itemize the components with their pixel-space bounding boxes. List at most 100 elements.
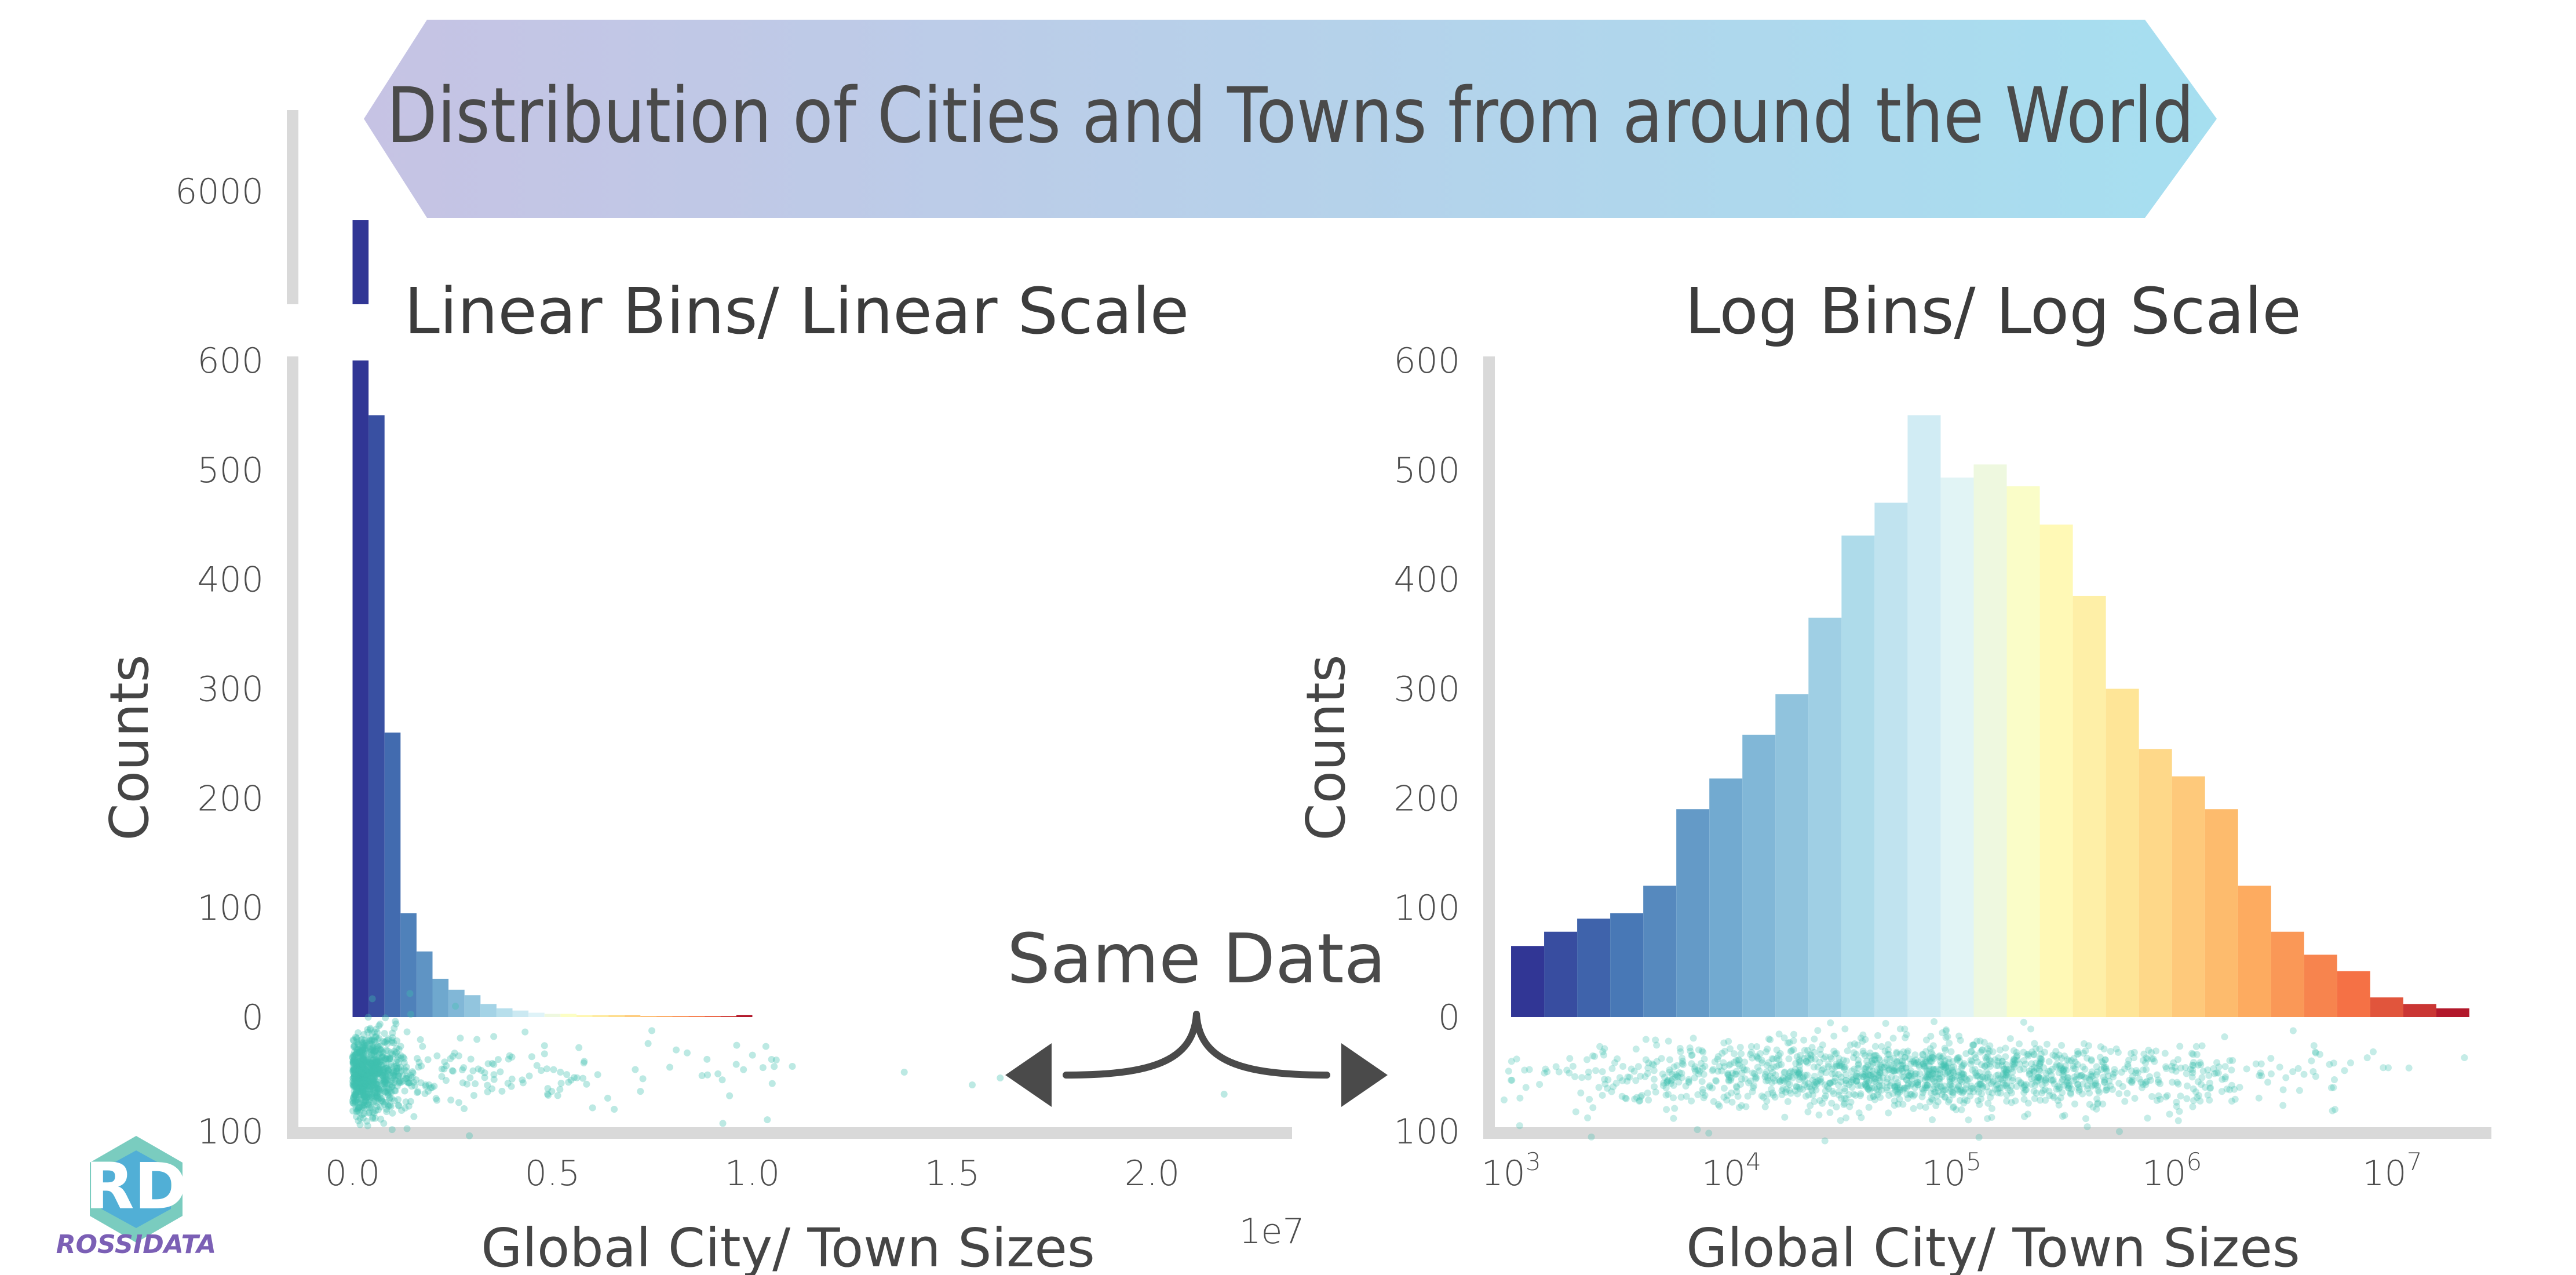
right-strip-point bbox=[2190, 1051, 2197, 1058]
right-strip-point bbox=[1585, 1073, 1592, 1081]
left-strip-point bbox=[384, 1070, 391, 1077]
right-strip-point bbox=[1734, 1092, 1742, 1100]
left-strip-point bbox=[382, 1014, 389, 1022]
right-strip-point bbox=[1949, 1091, 1957, 1099]
right-strip-point bbox=[1929, 1053, 1936, 1061]
left-strip-point bbox=[350, 1094, 357, 1102]
right-strip-point bbox=[1991, 1085, 1999, 1093]
right-strip-point bbox=[2086, 1101, 2093, 1108]
right-bar bbox=[1907, 415, 1941, 1017]
left-strip-point bbox=[370, 1070, 378, 1078]
left-strip-point bbox=[373, 1092, 381, 1099]
right-strip-point bbox=[1725, 1061, 1733, 1069]
left-strip-point bbox=[357, 1067, 364, 1074]
right-strip-point bbox=[1747, 1043, 1755, 1050]
right-strip-point bbox=[1841, 1095, 1848, 1102]
right-strip-point bbox=[1983, 1053, 1991, 1061]
right-strip-point bbox=[2028, 1080, 2035, 1088]
left-strip-point bbox=[381, 1101, 388, 1108]
right-strip-point bbox=[1943, 1026, 1950, 1034]
right-strip-point bbox=[1659, 1082, 1667, 1090]
left-strip-point bbox=[385, 1088, 392, 1096]
left-strip-point bbox=[366, 1059, 374, 1067]
right-strip-point bbox=[1997, 1090, 2004, 1097]
left-strip-point bbox=[356, 1074, 364, 1082]
right-strip-point bbox=[2063, 1079, 2071, 1086]
right-strip-point bbox=[2001, 1081, 2009, 1089]
right-strip-point bbox=[1800, 1036, 1808, 1044]
right-strip-point bbox=[2088, 1056, 2095, 1063]
left-strip-tick-label: 100 bbox=[197, 1112, 264, 1152]
right-strip-point bbox=[1926, 1073, 1933, 1081]
left-strip-point bbox=[359, 1057, 367, 1065]
left-strip-point bbox=[363, 1041, 371, 1049]
left-strip-point bbox=[359, 1072, 366, 1080]
left-strip-point bbox=[451, 1050, 458, 1057]
right-strip-point bbox=[2206, 1096, 2213, 1104]
right-strip-point bbox=[1934, 1098, 1942, 1106]
right-strip-point bbox=[1950, 1076, 1958, 1084]
left-strip-point bbox=[353, 1086, 361, 1094]
right-strip-point bbox=[1668, 1077, 1675, 1084]
right-strip-point bbox=[1842, 1077, 1850, 1084]
right-strip-point bbox=[1853, 1077, 1860, 1084]
right-strip-point bbox=[2126, 1077, 2133, 1084]
right-strip-point bbox=[2078, 1072, 2085, 1079]
right-strip-point bbox=[2222, 1073, 2230, 1081]
right-strip-point bbox=[1720, 1063, 1728, 1070]
left-strip-point bbox=[374, 1067, 381, 1074]
right-strip-point bbox=[2082, 1115, 2089, 1123]
left-strip-point bbox=[384, 1101, 392, 1109]
left-strip-point bbox=[359, 1046, 367, 1054]
right-strip-point bbox=[1718, 1067, 1725, 1074]
right-strip-point bbox=[2037, 1055, 2045, 1062]
right-strip-point bbox=[1855, 1060, 1862, 1068]
left-strip-point bbox=[425, 1087, 432, 1095]
left-strip-point bbox=[393, 1048, 400, 1056]
right-strip-point bbox=[1793, 1083, 1800, 1090]
left-strip-point bbox=[354, 1095, 362, 1103]
right-strip-point bbox=[1967, 1048, 1975, 1055]
left-strip-point bbox=[367, 1055, 375, 1062]
right-strip-point bbox=[1902, 1034, 1909, 1041]
right-strip-point bbox=[1829, 1065, 1836, 1073]
right-strip-point bbox=[1946, 1039, 1953, 1047]
left-strip-point bbox=[353, 1083, 361, 1091]
right-strip-point bbox=[1733, 1088, 1741, 1095]
right-strip-point bbox=[1977, 1048, 1984, 1056]
right-strip-point bbox=[1858, 1114, 1865, 1121]
right-strip-point bbox=[2022, 1061, 2029, 1068]
right-strip-point bbox=[2002, 1068, 2010, 1076]
left-strip-point bbox=[428, 1084, 436, 1091]
left-strip-point bbox=[352, 1105, 360, 1113]
right-strip-point bbox=[2124, 1061, 2132, 1068]
right-strip-point bbox=[2380, 1064, 2387, 1072]
right-strip-point bbox=[1848, 1068, 1855, 1075]
left-strip-point bbox=[580, 1059, 588, 1067]
right-bar bbox=[1511, 946, 1545, 1017]
right-bar bbox=[2436, 1008, 2469, 1017]
left-strip-point bbox=[367, 1078, 374, 1085]
left-strip-point bbox=[360, 1098, 367, 1106]
right-strip-point bbox=[1865, 1079, 1872, 1087]
right-strip-point bbox=[2004, 1084, 2011, 1092]
right-strip-point bbox=[1747, 1048, 1755, 1056]
left-strip-point bbox=[409, 1069, 417, 1077]
left-strip-point bbox=[361, 1044, 368, 1052]
right-strip-point bbox=[1876, 1068, 1884, 1076]
right-strip-point bbox=[1663, 1077, 1671, 1085]
right-strip-point bbox=[1901, 1025, 1909, 1033]
left-strip-point bbox=[360, 1092, 368, 1100]
right-strip-point bbox=[1937, 1058, 1944, 1065]
left-strip-point bbox=[464, 1080, 471, 1088]
left-strip-point bbox=[349, 1057, 357, 1065]
left-strip-point bbox=[377, 1058, 384, 1065]
right-strip-point bbox=[1898, 1065, 1906, 1072]
right-strip-point bbox=[2041, 1048, 2048, 1056]
right-strip-point bbox=[1749, 1054, 1756, 1062]
left-strip-point bbox=[374, 1081, 381, 1088]
right-strip-point bbox=[1949, 1104, 1957, 1112]
left-strip-point bbox=[361, 1089, 368, 1096]
left-bar bbox=[528, 1012, 545, 1017]
right-strip-point bbox=[1683, 1092, 1690, 1100]
